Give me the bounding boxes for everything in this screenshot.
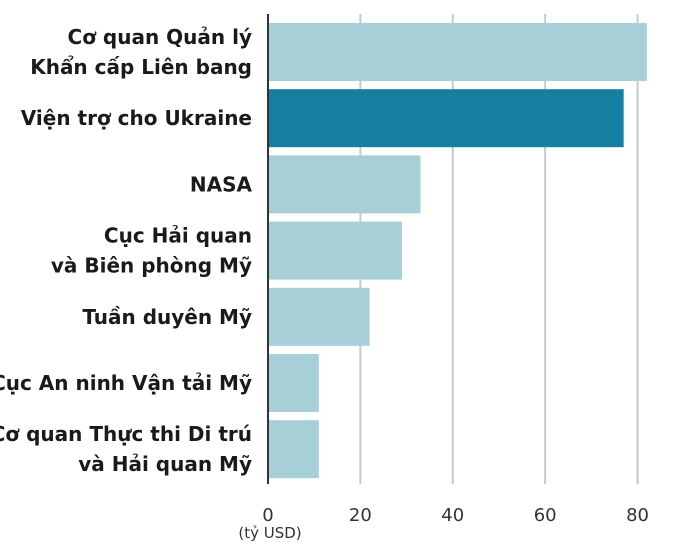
category-label-line: và Hải quan Mỹ [78, 452, 252, 476]
category-label-line: NASA [190, 172, 253, 196]
category-label-line: Viện trợ cho Ukraine [21, 106, 252, 130]
category-label-6: Cơ quan Thực thi Di trú và Hải quan Mỹ [0, 422, 252, 476]
x-tick-label-40: 40 [441, 505, 464, 526]
x-tick-labels: 0 20 40 60 80 [262, 505, 649, 526]
category-label-line: Cục An ninh Vận tải Mỹ [0, 371, 252, 395]
category-label-line: Cơ quan Thực thi Di trú [0, 422, 252, 446]
category-label-3: Cục Hải quan và Biên phòng Mỹ [51, 224, 252, 278]
bar-0 [268, 23, 647, 81]
x-unit-label: (tỷ USD) [238, 524, 301, 542]
bar-5 [268, 354, 319, 412]
bars [268, 23, 647, 479]
category-label-line: Khẩn cấp Liên bang [30, 55, 252, 79]
x-tick-label-60: 60 [534, 505, 557, 526]
x-tick-label-80: 80 [626, 505, 649, 526]
bar-2 [268, 155, 421, 214]
category-labels: Cơ quan Quản lý Khẩn cấp Liên bang Viện tr… [0, 25, 253, 476]
category-label-line: Cục Hải quan [104, 224, 252, 248]
category-label-2: NASA [190, 172, 253, 196]
category-label-line: Tuần duyên Mỹ [82, 305, 252, 329]
bar-1 [268, 89, 624, 148]
category-label-line: Cơ quan Quản lý [68, 25, 252, 49]
category-label-line: và Biên phòng Mỹ [51, 254, 252, 278]
bar-6 [268, 420, 319, 479]
category-label-4: Tuần duyên Mỹ [82, 305, 252, 329]
x-tick-label-20: 20 [349, 505, 372, 526]
category-label-0: Cơ quan Quản lý Khẩn cấp Liên bang [30, 25, 252, 79]
category-label-5: Cục An ninh Vận tải Mỹ [0, 371, 252, 395]
bar-3 [268, 221, 402, 280]
category-label-1: Viện trợ cho Ukraine [21, 106, 252, 130]
bar-4 [268, 287, 370, 346]
x-tick-label-0: 0 [262, 505, 273, 526]
